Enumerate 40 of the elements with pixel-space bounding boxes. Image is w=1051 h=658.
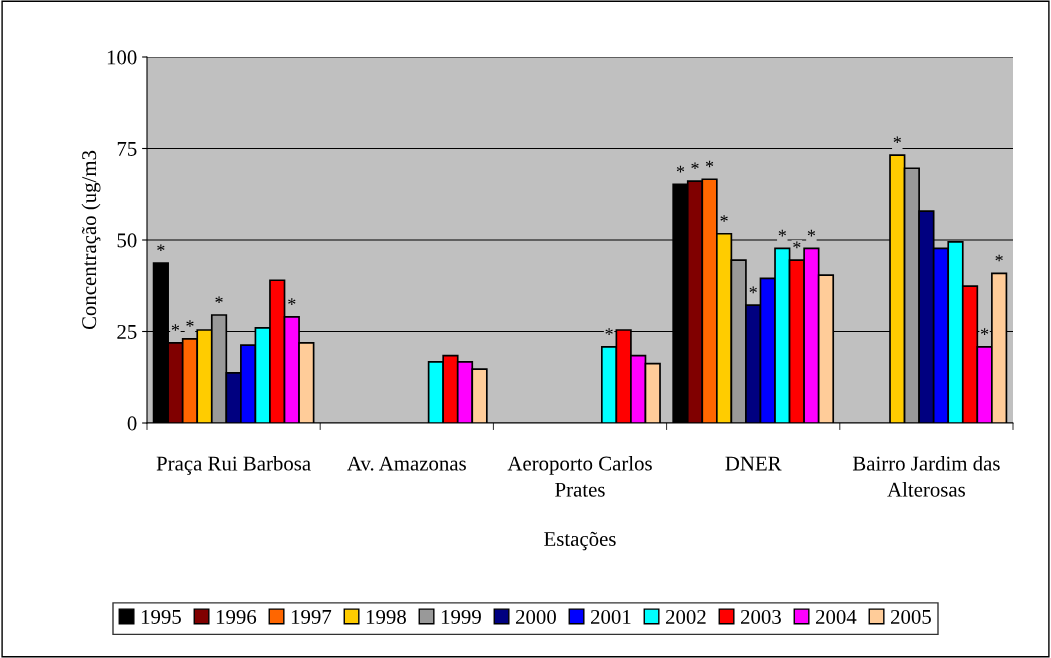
legend-label: 1999: [441, 609, 481, 624]
data-label: *: [778, 229, 786, 237]
legend-label: 2005: [891, 609, 931, 624]
x-tick-label: Av. Amazonas: [347, 456, 466, 471]
y-tick-label: 75: [117, 142, 137, 156]
legend-label: 2004: [816, 609, 857, 624]
legend-label: 1998: [366, 609, 406, 624]
data-label: *: [995, 254, 1003, 262]
data-label: *: [691, 162, 699, 170]
legend-label: 2002: [666, 609, 706, 624]
data-label: *: [705, 160, 714, 168]
data-label: *: [186, 320, 194, 327]
data-label: *: [793, 241, 801, 249]
legend-label: 2001: [591, 609, 631, 624]
data-label: *: [807, 229, 816, 237]
data-label: *: [605, 328, 613, 335]
legend-label: 1995: [141, 609, 181, 624]
legend-label: 1997: [291, 609, 332, 624]
data-label: *: [171, 324, 180, 331]
data-label: *: [893, 136, 901, 144]
data-label: *: [749, 286, 757, 294]
x-axis-title: Estações: [544, 531, 616, 551]
legend-label: 1996: [216, 609, 257, 624]
data-label: *: [980, 328, 989, 335]
y-tick-label: 100: [107, 50, 137, 65]
y-tick-label: 50: [117, 233, 137, 248]
x-tick-label: Bairro Jardim das Alterosas: [852, 455, 1000, 497]
data-label: *: [676, 165, 685, 173]
data-label: *: [215, 296, 223, 304]
y-tick-label: 25: [117, 324, 137, 339]
y-tick-label: 0: [127, 416, 137, 431]
x-tick-label: DNER: [725, 456, 782, 471]
x-tick-label: Praça Rui Barbosa: [156, 455, 311, 475]
data-label: *: [157, 244, 165, 252]
data-label: *: [288, 298, 296, 305]
data-label: *: [720, 215, 728, 222]
legend-label: 2003: [741, 609, 781, 624]
y-axis-title: Concentração (ug/m3: [81, 150, 101, 330]
x-tick-label: Aeroporto Carlos Prates: [507, 455, 652, 497]
legend-label: 2000: [516, 609, 556, 624]
